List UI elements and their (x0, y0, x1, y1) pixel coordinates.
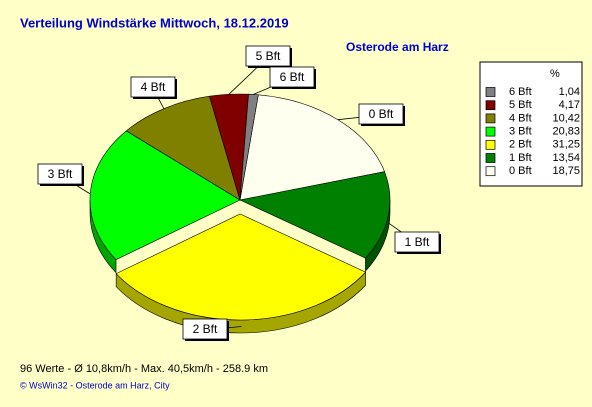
slice (115, 213, 367, 321)
slice-label: 0 Bft (369, 107, 394, 121)
slice-label: 4 Bft (141, 80, 166, 94)
slice-label: 2 Bft (193, 322, 218, 336)
legend-swatch (485, 87, 496, 97)
label-box (358, 103, 404, 125)
legend-swatch (485, 166, 496, 177)
slice-label: 6 Bft (280, 70, 305, 84)
label-box (182, 318, 228, 340)
chart-title: Verteilung Windstärke Mittwoch, 18.12.20… (20, 15, 289, 30)
chart-subtitle: Osterode am Harz (346, 40, 449, 54)
legend-value: 1,04 (559, 86, 580, 98)
label-box (269, 66, 315, 88)
legend-swatch (485, 139, 496, 150)
legend-label: 2 Bft (509, 139, 532, 151)
footer: 96 Werte - Ø 10,8km/h - Max. 40,5km/h - … (20, 363, 268, 375)
legend-label: 6 Bft (509, 86, 532, 98)
label-box (130, 76, 176, 98)
slice-label: 5 Bft (256, 49, 281, 63)
legend-label: 0 Bft (509, 165, 532, 177)
label-box (37, 163, 83, 185)
legend-swatch (485, 126, 496, 137)
legend-label: 1 Bft (509, 152, 532, 164)
label-box (245, 45, 291, 67)
slice (239, 171, 391, 259)
legend-swatch (485, 100, 496, 111)
legend-header: % (550, 68, 560, 80)
legend-value: 20,83 (552, 126, 580, 138)
slice-label: 1 Bft (405, 235, 430, 249)
slice-label: 3 Bft (48, 167, 73, 181)
credit: © WsWin32 - Osterode am Harz, City (20, 380, 170, 390)
legend-label: 4 Bft (509, 112, 532, 124)
legend-swatch (485, 153, 496, 163)
legend-label: 3 Bft (509, 126, 532, 138)
label-box (394, 231, 440, 253)
legend-value: 18,75 (552, 165, 580, 177)
legend-value: 10,42 (552, 112, 580, 124)
legend-value: 4,17 (559, 99, 580, 111)
legend-value: 13,54 (552, 152, 580, 164)
legend-swatch (485, 113, 496, 124)
legend-label: 5 Bft (509, 99, 532, 111)
legend-value: 31,25 (552, 139, 580, 151)
legend-box (479, 61, 583, 187)
